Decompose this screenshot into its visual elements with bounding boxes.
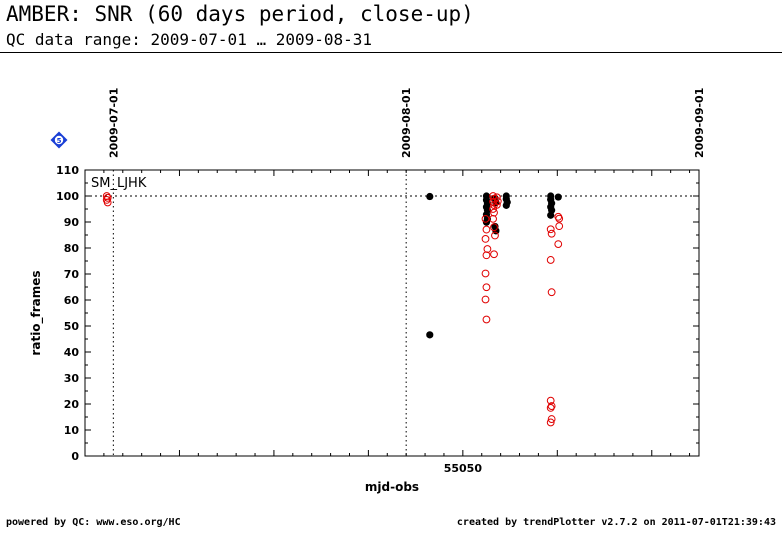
data-point-red (490, 223, 498, 232)
data-point-red (482, 225, 491, 234)
data-point-red (546, 256, 555, 264)
data-point-red (492, 193, 501, 202)
data-point-red (555, 214, 564, 223)
y-tick-label: 100 (56, 190, 79, 203)
data-point-red (547, 229, 556, 238)
badge-number: 5 (57, 137, 62, 145)
y-axis: 0 10 20 30 40 50 60 70 80 90 100 110 (56, 164, 699, 463)
x-tick-label: 55050 (444, 462, 483, 475)
y-tick-label: 60 (64, 294, 80, 307)
badge-icon: 5 (50, 131, 68, 149)
footer-powered-by: powered by QC: www.eso.org/HC (6, 517, 181, 528)
data-point-black (426, 192, 434, 201)
date-marker-label: 2009-09-01 (693, 88, 706, 158)
data-points (102, 192, 564, 427)
date-marker-label: 2009-08-01 (400, 88, 413, 158)
data-point-red (547, 402, 556, 410)
data-point-red (547, 415, 556, 423)
y-tick-label: 70 (64, 268, 80, 281)
data-point-red (491, 231, 499, 240)
data-point-red (481, 295, 490, 304)
panel-label: SM_LJHK (91, 176, 147, 191)
data-point-black (426, 331, 434, 339)
data-point-red (546, 418, 555, 427)
y-tick-label: 10 (64, 424, 80, 437)
data-point-red (490, 250, 498, 259)
title-divider (0, 52, 782, 53)
data-point-red (482, 283, 491, 292)
y-tick-label: 80 (64, 242, 80, 255)
data-point-red (103, 198, 112, 207)
data-point-black (502, 201, 510, 209)
data-point-red (481, 235, 490, 243)
data-point-red (493, 197, 502, 206)
x-axis: 55050 (84, 170, 691, 475)
footer-created-by: created by trendPlotter v2.7.2 on 2011-0… (456, 517, 776, 528)
data-point-red (482, 251, 491, 260)
y-tick-label: 0 (71, 450, 79, 463)
data-point-red (546, 404, 555, 412)
data-point-red (482, 315, 491, 324)
y-tick-label: 90 (64, 216, 80, 229)
data-point-red (481, 214, 490, 223)
data-point-black (547, 211, 555, 219)
data-point-red (554, 212, 563, 221)
data-range-subtitle: QC data range: 2009-07-01 … 2009-08-31 (6, 30, 373, 49)
data-point-red (483, 245, 492, 253)
data-point-red (554, 240, 563, 249)
y-tick-label: 110 (56, 164, 79, 177)
data-point-red (555, 222, 564, 231)
x-axis-label: mjd-obs (365, 480, 419, 494)
page-title: AMBER: SNR (60 days period, close-up) (6, 2, 474, 26)
plot-frame (84, 169, 700, 457)
date-markers: 2009-07-01 2009-08-01 2009-09-01 (107, 88, 706, 456)
data-point-red (546, 225, 555, 234)
y-tick-label: 20 (64, 398, 80, 411)
y-axis-label: ratio_frames (29, 270, 44, 355)
y-tick-label: 30 (64, 372, 80, 385)
data-point-red (481, 269, 490, 278)
data-point-red (489, 214, 497, 223)
data-point-black (554, 193, 562, 201)
y-tick-label: 50 (64, 320, 80, 333)
y-tick-label: 40 (64, 346, 80, 359)
data-point-red (547, 288, 556, 297)
data-point-red (492, 200, 501, 209)
date-marker-label: 2009-07-01 (107, 88, 120, 158)
